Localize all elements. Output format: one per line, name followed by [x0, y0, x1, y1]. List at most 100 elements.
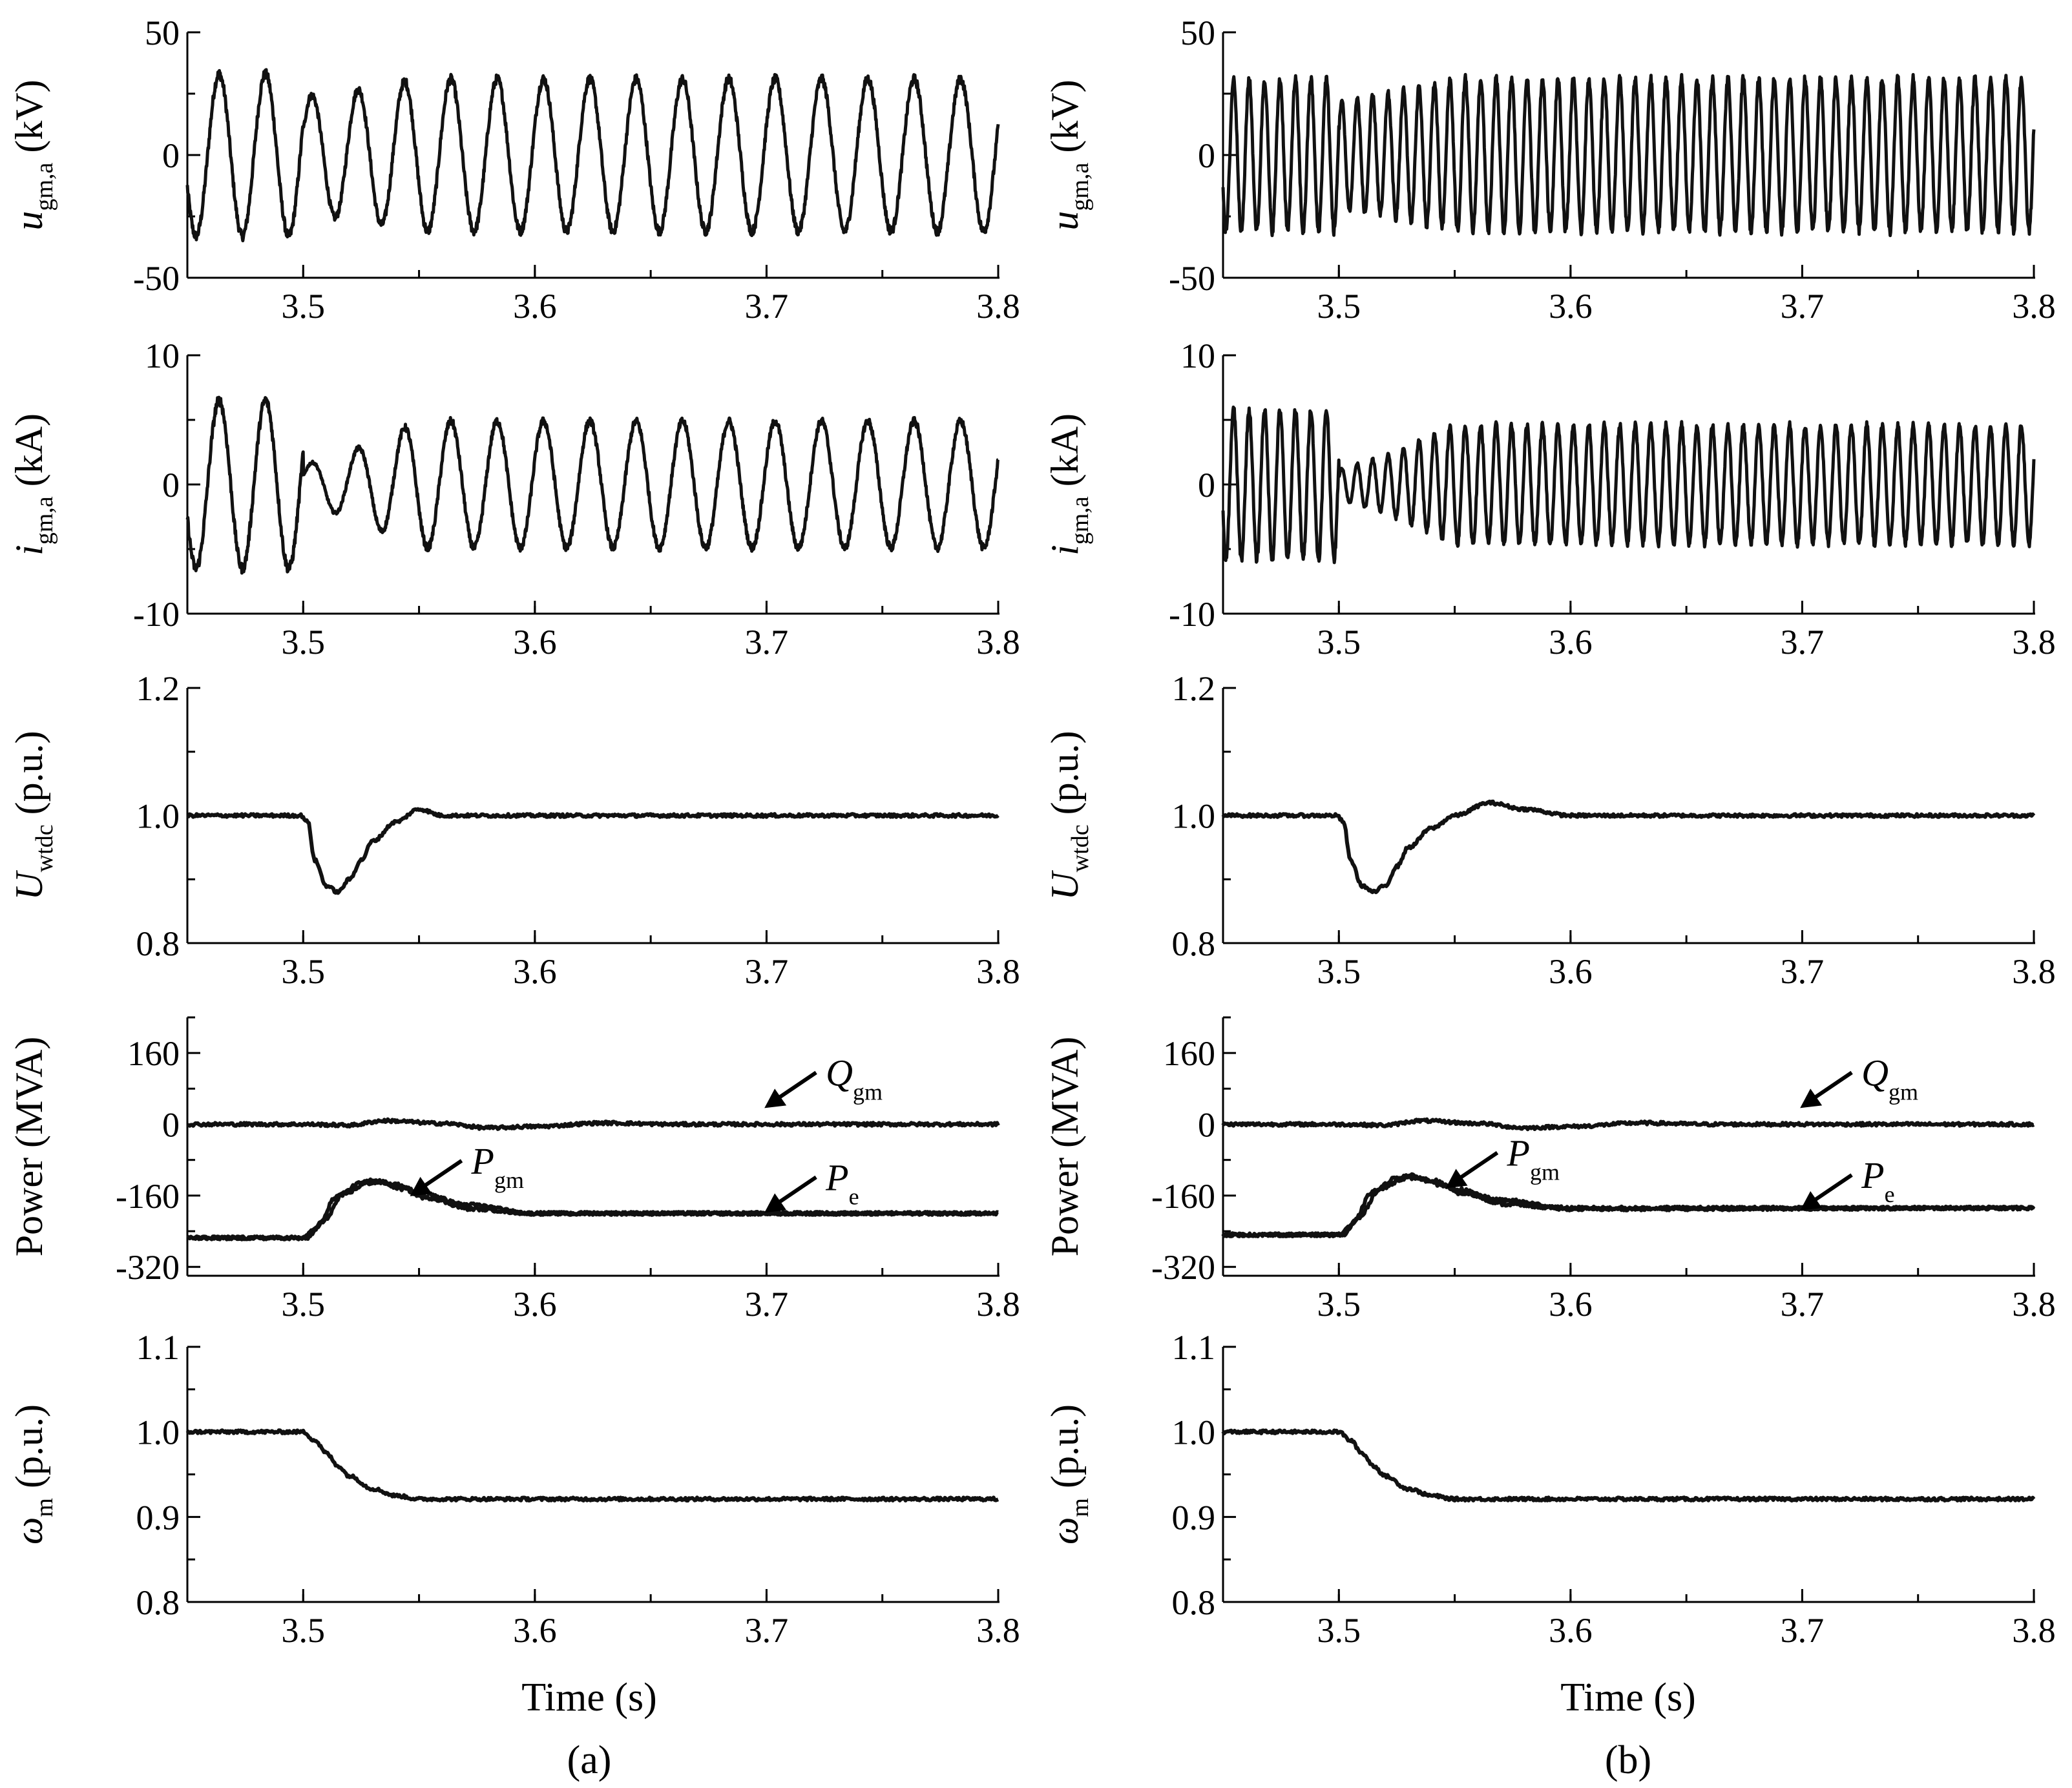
y-label-base: ω [1043, 1517, 1086, 1544]
annotation-arrowhead [764, 1193, 787, 1213]
chart-a2: 3.5 3.6 3.7 3.8 10 0 -10 igm,a (kA) [8, 337, 1020, 661]
chart-b1: 3.5 3.6 3.7 3.8 50 0 -50 ugm,a (kV) [1043, 14, 2056, 326]
series-line-a3-Uwtdc [186, 807, 999, 895]
annotation-arrowhead [764, 1088, 787, 1108]
y-tick-label: 0.8 [1172, 1583, 1216, 1622]
y-tick-label: 160 [1163, 1034, 1215, 1073]
x-tick-label: 3.6 [513, 623, 557, 661]
x-tick-label: 3.5 [1317, 623, 1361, 661]
annotation-arrowhead [410, 1176, 432, 1196]
y-tick-label: -10 [1169, 595, 1215, 634]
annotation-sub: gm [1889, 1079, 1918, 1105]
x-tick-label: 3.6 [513, 952, 557, 991]
chart-b3: 3.5 3.6 3.7 3.8 1.2 1.0 0.8 Uwtdc (p.u.) [1043, 669, 2056, 991]
series-line-b3-Uwtdc [1221, 799, 2036, 895]
y-tick-label: -320 [116, 1248, 180, 1287]
x-tick-label: 3.5 [282, 1285, 326, 1324]
x-tick-label: 3.7 [745, 623, 789, 661]
y-label-sub: gm,a [31, 163, 58, 211]
series-line-a5-ωm [185, 1428, 999, 1502]
annotation-sub: gm [494, 1167, 524, 1193]
y-tick-label: 50 [1180, 14, 1215, 52]
chart-a5: 3.5 3.6 3.7 3.8 1.1 1.0 0.9 0.8 ωm (p.u.) [8, 1328, 1020, 1650]
y-tick-label: 0 [1198, 136, 1215, 175]
x-axis-title-b: Time (s) [1560, 1676, 1696, 1720]
y-tick-label: -320 [1151, 1248, 1215, 1287]
x-tick-label: 3.6 [513, 1611, 557, 1650]
y-tick-label: -160 [116, 1177, 180, 1216]
annotation-base: P [1507, 1132, 1530, 1174]
x-tick-label: 3.8 [2012, 1611, 2056, 1650]
y-tick-label: -160 [1151, 1177, 1215, 1216]
y-tick-label: 0.8 [136, 924, 180, 963]
x-tick-label: 3.6 [1549, 287, 1593, 326]
annotation-arrowhead [1800, 1190, 1823, 1211]
y-tick-label: 1.0 [1172, 1413, 1216, 1452]
annotation-sub: e [849, 1183, 859, 1209]
y-label-sub: gm,a [1067, 163, 1094, 211]
annotation-base: Q [1861, 1052, 1889, 1094]
annotation-Pe: Pe [825, 1156, 859, 1209]
annotation-Pgm: Pgm [1507, 1132, 1560, 1185]
y-label-unit: (MVA) [1043, 1037, 1086, 1158]
y-tick-label: 0.8 [136, 1583, 180, 1622]
y-label-base: Power [1043, 1158, 1086, 1256]
series-line-b1-ugm,a [1221, 72, 2036, 238]
y-label-unit: (kA) [8, 413, 50, 496]
y-label-base: U [8, 870, 50, 900]
y-tick-label: 1.2 [136, 669, 180, 708]
y-label-base: i [8, 545, 50, 556]
annotation-base: P [825, 1156, 848, 1198]
y-axis-label-a3: Uwtdc (p.u.) [8, 731, 58, 900]
x-tick-label: 3.5 [1317, 1285, 1361, 1324]
panel-label-b: (b) [1605, 1738, 1651, 1782]
y-label-sub: m [31, 1498, 58, 1517]
x-tick-label: 3.7 [1781, 1611, 1825, 1650]
annotation-arrowhead [1800, 1088, 1823, 1108]
annotation-Pe: Pe [1861, 1154, 1894, 1207]
y-tick-label: 0 [1198, 1106, 1215, 1145]
series-line-b4-Qgm [1221, 1117, 2035, 1132]
series-line-a4-Pe [186, 1178, 999, 1242]
chart-a3: 3.5 3.6 3.7 3.8 1.2 1.0 0.8 Uwtdc (p.u.) [8, 669, 1020, 991]
x-tick-label: 3.8 [976, 1611, 1020, 1650]
x-tick-label: 3.8 [976, 287, 1020, 326]
x-tick-label: 3.7 [1781, 287, 1825, 326]
x-tick-label: 3.6 [1549, 952, 1593, 991]
panel-label-a: (a) [567, 1738, 612, 1782]
series-line-a4-Qgm [186, 1117, 1000, 1131]
y-label-unit: (kA) [1043, 413, 1086, 496]
y-tick-label: 1.0 [1172, 797, 1216, 836]
x-tick-label: 3.5 [1317, 1611, 1361, 1650]
y-label-unit: (MVA) [8, 1037, 50, 1158]
y-label-base: u [1043, 211, 1086, 231]
series-line-b5-ωm [1221, 1428, 2036, 1502]
x-tick-label: 3.7 [1781, 623, 1825, 661]
y-axis-label-b4: Power (MVA) [1043, 1037, 1086, 1257]
x-tick-label: 3.8 [2012, 1285, 2056, 1324]
x-tick-label: 3.8 [976, 1285, 1020, 1324]
y-tick-label: 1.0 [136, 797, 180, 836]
y-tick-label: 1.1 [1172, 1328, 1216, 1367]
y-axis-label-b2: igm,a (kA) [1043, 413, 1094, 556]
y-label-base: i [1043, 545, 1086, 556]
x-tick-label: 3.8 [2012, 623, 2056, 661]
x-tick-label: 3.8 [976, 623, 1020, 661]
y-tick-label: 0.8 [1172, 924, 1216, 963]
annotation-Pgm: Pgm [471, 1140, 524, 1193]
y-tick-label: 0.9 [136, 1498, 180, 1537]
x-tick-label: 3.7 [745, 1285, 789, 1324]
y-label-base: Power [8, 1158, 50, 1256]
x-axis-title-a: Time (s) [521, 1676, 657, 1720]
annotation-sub: e [1885, 1181, 1895, 1207]
series-line-b2-igm,a [1221, 405, 2036, 565]
y-label-sub: wtdc [31, 824, 58, 872]
x-tick-label: 3.7 [745, 952, 789, 991]
y-tick-label: -50 [133, 259, 180, 298]
y-axis-label-b3: Uwtdc (p.u.) [1043, 731, 1094, 900]
x-tick-label: 3.6 [513, 1285, 557, 1324]
x-tick-label: 3.6 [1549, 1285, 1593, 1324]
series-line-a1-ugm,a [185, 68, 1000, 243]
